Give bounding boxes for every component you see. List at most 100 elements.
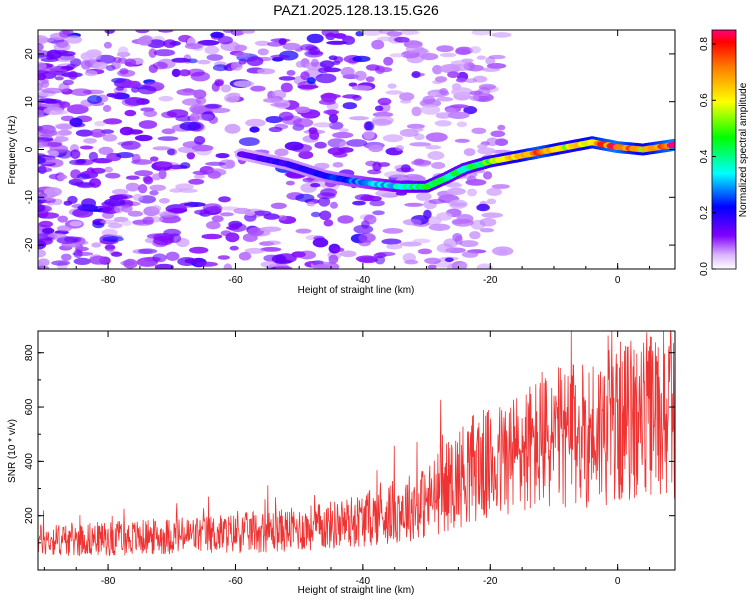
noise-blob <box>435 76 447 83</box>
noise-blob <box>182 98 202 106</box>
noise-blob <box>254 40 270 46</box>
noise-blob <box>66 104 89 115</box>
noise-blob <box>463 148 476 157</box>
noise-blob <box>310 211 321 218</box>
noise-blob <box>417 248 432 255</box>
noise-blob <box>38 70 50 75</box>
noise-blob <box>446 187 466 195</box>
noise-blob <box>201 233 223 240</box>
noise-blob <box>295 60 305 68</box>
noise-blob <box>435 112 452 119</box>
y-tick-label: 400 <box>24 453 35 470</box>
noise-blob <box>352 200 366 206</box>
noise-blob <box>371 39 385 50</box>
noise-blob <box>191 144 214 152</box>
x-tick-label: -20 <box>483 576 498 587</box>
noise-blob <box>205 104 219 109</box>
noise-blob <box>134 170 154 177</box>
noise-blob <box>197 114 214 121</box>
noise-blob <box>90 167 106 174</box>
noise-blob <box>104 30 115 34</box>
noise-blob <box>120 140 141 150</box>
noise-blob <box>157 30 174 33</box>
noise-blob <box>196 261 218 267</box>
noise-blob <box>395 145 404 151</box>
noise-blob <box>450 64 470 72</box>
noise-blob <box>134 134 153 142</box>
noise-blob <box>436 96 454 102</box>
noise-blob <box>439 52 457 58</box>
noise-blob <box>99 219 119 224</box>
noise-blob <box>372 210 385 216</box>
noise-blob <box>246 56 264 67</box>
noise-blob <box>372 111 394 118</box>
spectrogram-heatmap <box>38 30 675 269</box>
noise-blob <box>182 88 194 93</box>
noise-blob <box>295 193 315 202</box>
noise-blob <box>294 106 311 114</box>
noise-blob <box>333 247 345 252</box>
noise-blob <box>476 55 486 60</box>
noise-blob <box>222 30 234 33</box>
noise-blob <box>469 90 484 96</box>
noise-blob <box>152 253 167 263</box>
noise-blob <box>348 82 358 87</box>
noise-blob <box>304 49 324 58</box>
y-tick-label: 200 <box>24 507 35 524</box>
noise-blob <box>224 123 241 134</box>
noise-blob <box>41 87 63 94</box>
y-tick-label: -10 <box>24 190 35 205</box>
noise-blob <box>38 265 50 269</box>
noise-blob <box>432 64 443 75</box>
noise-blob <box>377 36 397 42</box>
noise-blob <box>375 251 396 257</box>
noise-blob <box>151 205 162 212</box>
noise-blob <box>257 48 269 56</box>
noise-blob <box>471 127 487 134</box>
noise-blob <box>87 95 103 104</box>
noise-blob <box>184 43 203 50</box>
noise-blob <box>70 88 92 96</box>
noise-blob <box>149 184 166 191</box>
noise-blob <box>38 212 60 219</box>
noise-blob <box>67 195 78 204</box>
noise-blob <box>115 86 125 91</box>
noise-blob <box>138 120 158 129</box>
noise-blob <box>332 162 344 168</box>
noise-blob <box>416 192 432 201</box>
noise-blob <box>476 203 490 212</box>
noise-blob <box>113 56 122 63</box>
noise-blob <box>163 39 177 48</box>
noise-blob <box>233 80 255 88</box>
noise-blob <box>456 121 468 128</box>
noise-blob <box>389 53 405 58</box>
noise-blob <box>91 242 102 248</box>
noise-blob <box>434 120 452 127</box>
noise-blob <box>455 77 467 83</box>
noise-blob <box>444 257 454 263</box>
noise-blob <box>104 198 126 207</box>
noise-blob <box>55 131 65 140</box>
noise-blob <box>405 44 424 54</box>
noise-blob <box>54 50 69 55</box>
noise-blob <box>328 55 338 61</box>
noise-blob <box>117 46 129 56</box>
noise-blob <box>319 60 335 69</box>
noise-blob <box>382 134 404 143</box>
noise-blob <box>298 250 316 260</box>
noise-blob <box>371 118 393 127</box>
noise-blob <box>92 158 113 164</box>
snr-xlabel: Height of straight line (km) <box>298 585 415 596</box>
noise-blob <box>454 235 463 245</box>
noise-blob <box>377 97 392 106</box>
noise-blob <box>385 90 404 95</box>
noise-blob <box>439 88 448 95</box>
spectrogram-ylabel: Frequency (Hz) <box>7 116 18 185</box>
noise-blob <box>56 236 78 244</box>
noise-blob <box>127 129 144 135</box>
noise-blob <box>342 102 357 110</box>
noise-blob <box>210 31 224 38</box>
noise-blob <box>471 30 492 36</box>
noise-blob <box>486 63 507 69</box>
noise-blob <box>428 91 438 97</box>
